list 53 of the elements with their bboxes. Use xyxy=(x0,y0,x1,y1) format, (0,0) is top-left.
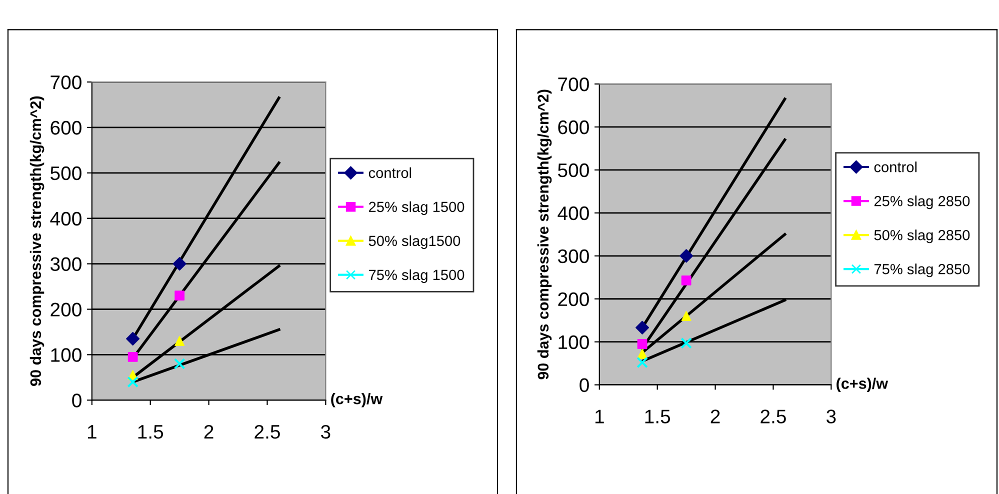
x-tick-label: 2 xyxy=(204,424,214,439)
point xyxy=(127,376,139,388)
x-tick-label: 1.5 xyxy=(138,425,164,439)
point xyxy=(681,275,692,286)
legend-label: 50% slag 2850 xyxy=(874,230,970,244)
legend-label: control xyxy=(368,167,412,178)
point xyxy=(174,358,186,370)
x-tick-label: 1 xyxy=(88,425,96,439)
point xyxy=(128,352,138,362)
y-tick-label: 200 xyxy=(50,302,82,316)
y-tick-label: 100 xyxy=(51,348,82,362)
point xyxy=(637,339,648,349)
y-tick-label: 600 xyxy=(558,120,589,134)
y-axis-title: 90 days compressive strength(kg/cm^2) xyxy=(30,96,44,386)
point xyxy=(680,337,692,349)
y-tick-label: 400 xyxy=(558,206,589,220)
point xyxy=(174,336,185,346)
x-tick-label: 1.5 xyxy=(645,410,670,424)
x-tick-label: 3 xyxy=(321,424,330,439)
legend-label: 75% slag 2850 xyxy=(874,264,970,278)
point xyxy=(172,257,186,271)
y-tick-label: 500 xyxy=(50,166,82,180)
x-tick-label: 1 xyxy=(595,410,604,424)
x-tick-label: 2 xyxy=(710,410,720,424)
y-tick-label: 300 xyxy=(558,249,589,264)
legend-label: 50% slag1500 xyxy=(368,235,460,249)
legend-label: control xyxy=(874,162,917,172)
y-tick-label: 0 xyxy=(580,378,589,392)
point xyxy=(680,249,694,263)
y-tick-label: 400 xyxy=(50,212,82,226)
point xyxy=(126,332,140,346)
y-axis-title: 90 days compressive strength(kg/cm^2) xyxy=(537,90,552,380)
x-axis-title: (c+s)/w xyxy=(331,393,383,408)
x-tick-label: 3 xyxy=(826,410,836,424)
legend-label: 25% slag 2850 xyxy=(874,196,970,210)
legend-label: 25% slag 1500 xyxy=(369,201,464,215)
y-tick-label: 500 xyxy=(558,163,589,178)
x-axis-title: (c+s)/w xyxy=(836,378,888,392)
y-tick-label: 700 xyxy=(558,77,589,92)
y-tick-label: 0 xyxy=(72,394,82,408)
y-tick-label: 600 xyxy=(50,120,82,135)
y-tick-label: 700 xyxy=(50,75,82,90)
point xyxy=(636,356,648,368)
y-tick-label: 300 xyxy=(50,257,82,272)
y-tick-label: 100 xyxy=(558,335,589,350)
y-tick-label: 200 xyxy=(558,292,589,306)
point xyxy=(636,320,650,334)
x-tick-label: 2.5 xyxy=(760,410,786,424)
legend-label: 75% slag 1500 xyxy=(369,269,464,283)
point xyxy=(637,348,648,359)
point xyxy=(174,290,185,301)
point xyxy=(681,311,692,322)
x-tick-label: 2.5 xyxy=(254,424,280,439)
